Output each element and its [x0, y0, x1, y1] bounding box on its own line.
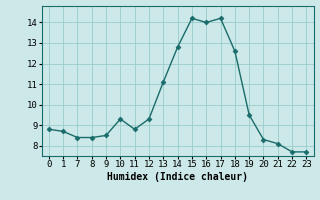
X-axis label: Humidex (Indice chaleur): Humidex (Indice chaleur) — [107, 172, 248, 182]
